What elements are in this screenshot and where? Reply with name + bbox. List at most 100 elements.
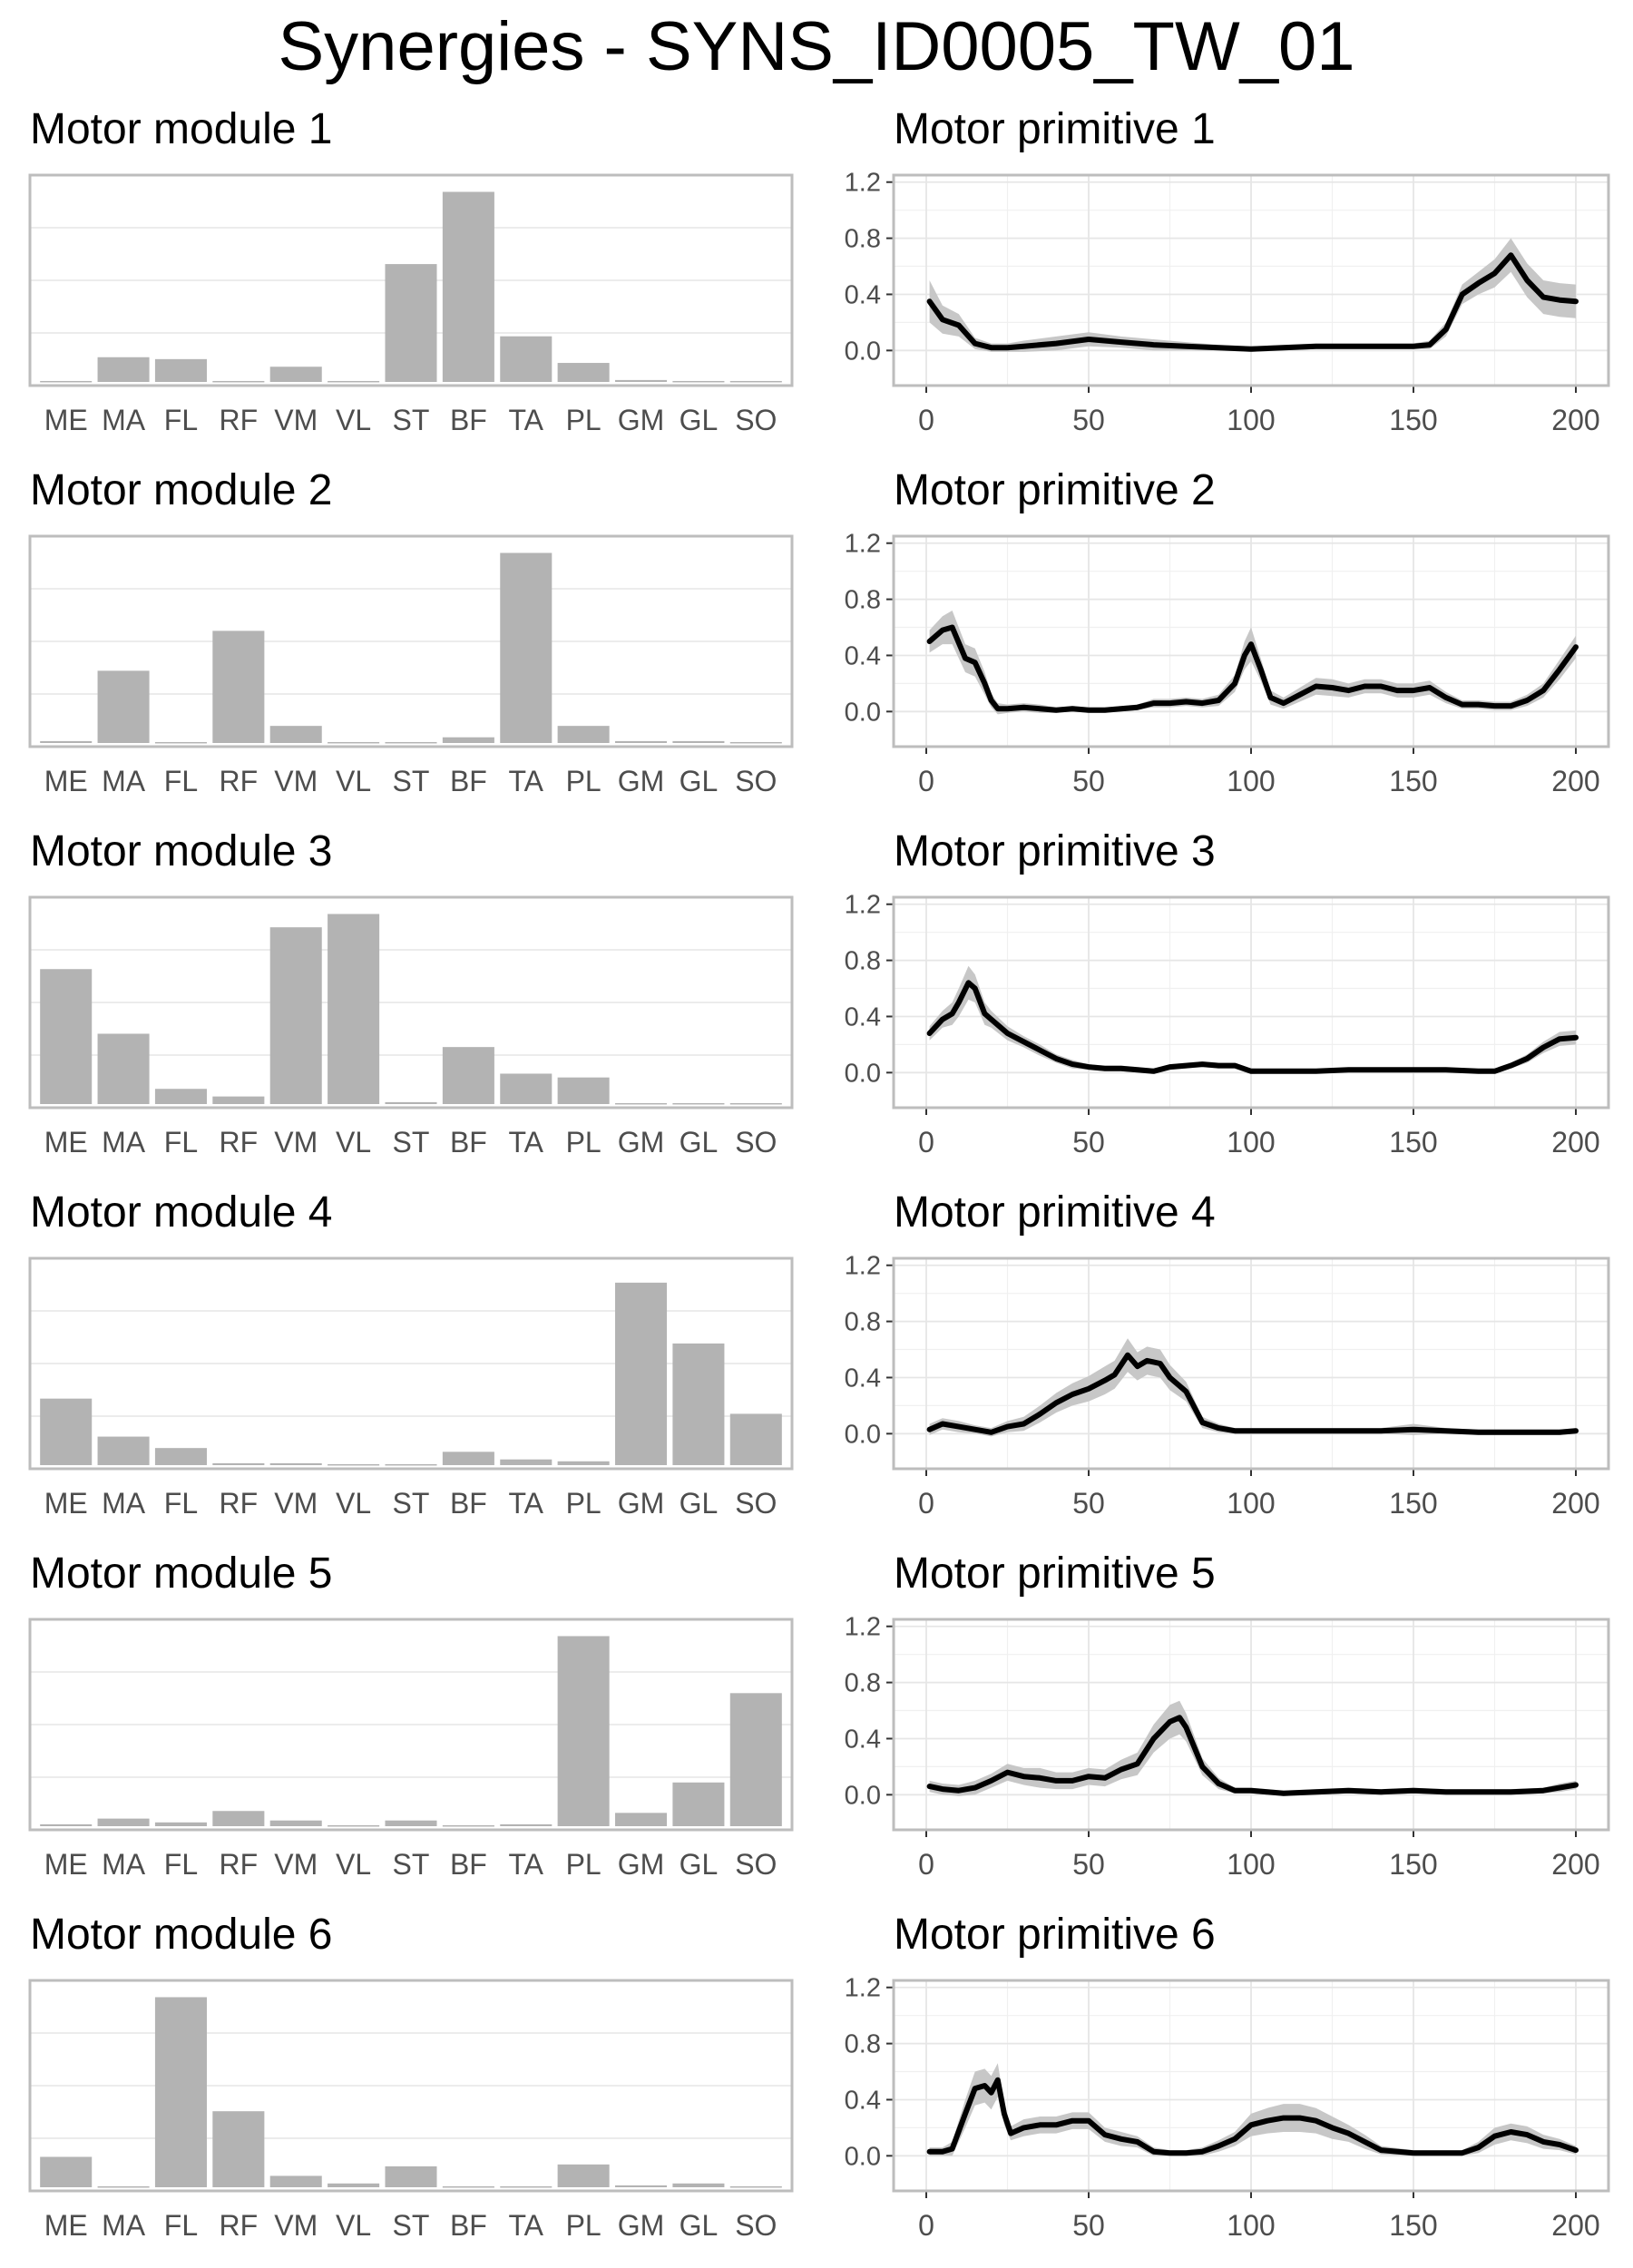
x-tick-label: GM	[618, 1848, 665, 1881]
x-tick-label: GM	[618, 1126, 665, 1158]
bar-VM	[269, 1462, 322, 1465]
bar-PL	[557, 2164, 610, 2187]
x-tick-label: SO	[735, 404, 777, 436]
x-tick-label: TA	[509, 2209, 544, 2242]
sd-band	[929, 2063, 1576, 2156]
x-tick-label: 100	[1227, 404, 1275, 436]
x-tick-label: BF	[450, 404, 487, 436]
y-tick-label: 1.2	[845, 530, 881, 559]
bar-ME	[40, 1398, 93, 1465]
primitive-title: Motor primitive 2	[894, 466, 1216, 514]
x-tick-label: MA	[102, 2209, 146, 2242]
x-tick-label: MA	[102, 404, 146, 436]
x-tick-label: ST	[393, 765, 430, 797]
bar-SO	[729, 1413, 782, 1465]
x-tick-label: ME	[44, 1487, 88, 1520]
bar-FL	[154, 1997, 207, 2187]
bar-VM	[269, 2175, 322, 2187]
primitive-title: Motor primitive 6	[894, 1911, 1216, 1959]
bar-BF	[442, 1452, 494, 1465]
y-tick-label: 0.4	[845, 641, 881, 670]
module-title: Motor module 6	[30, 1911, 333, 1959]
bar-GL	[672, 380, 725, 383]
x-tick-label: 150	[1389, 1848, 1437, 1881]
x-tick-label: TA	[509, 404, 544, 436]
bar-GM	[615, 1102, 668, 1105]
bar-RF	[212, 1096, 265, 1104]
motor-module-2-chart: Motor module 2 ME MA FL RF VM VL ST BF TA PL GM GL SO	[28, 466, 794, 797]
x-tick-label: GL	[680, 404, 719, 436]
bar-PL	[557, 1077, 610, 1104]
bar-GL	[672, 2183, 725, 2187]
module-panel-border	[28, 534, 794, 748]
x-tick-label: 150	[1389, 404, 1437, 436]
primitive-panel-border	[892, 1979, 1610, 2193]
x-tick-label: 150	[1389, 765, 1437, 797]
x-tick-label: FL	[164, 1487, 198, 1520]
bar-BF	[442, 191, 494, 382]
bar-ME	[40, 969, 93, 1104]
bar-PL	[557, 1636, 610, 1826]
motor-primitive-5-chart: Motor primitive 5 0 50 100 150 200 0.0 0.4 0.8 1.…	[845, 1549, 1610, 1881]
x-tick-label: ME	[44, 1848, 88, 1881]
bar-GL	[672, 1343, 725, 1465]
bar-VL	[328, 380, 380, 383]
module-title: Motor module 1	[30, 105, 333, 153]
y-tick-label: 0.4	[845, 280, 881, 309]
x-tick-label: VL	[336, 1126, 371, 1158]
x-tick-label: GL	[680, 2209, 719, 2242]
bar-RF	[212, 1462, 265, 1465]
bar-FL	[154, 1089, 207, 1104]
y-tick-label: 0.0	[845, 1059, 881, 1088]
x-tick-label: GM	[618, 765, 665, 797]
y-tick-label: 1.2	[845, 169, 881, 198]
x-tick-label: 0	[918, 1487, 934, 1520]
bar-MA	[97, 670, 150, 743]
y-tick-label: 0.8	[845, 1308, 881, 1337]
bar-MA	[97, 1818, 150, 1826]
x-tick-label: MA	[102, 1487, 146, 1520]
bar-GM	[615, 379, 668, 382]
x-tick-label: ST	[393, 1848, 430, 1881]
x-tick-label: GL	[680, 1848, 719, 1881]
primitive-title: Motor primitive 3	[894, 827, 1216, 875]
y-tick-label: 0.8	[845, 947, 881, 976]
x-tick-label: SO	[735, 2209, 777, 2242]
x-tick-label: 50	[1072, 1848, 1105, 1881]
y-tick-label: 0.8	[845, 586, 881, 615]
x-tick-label: ME	[44, 765, 88, 797]
motor-module-5-chart: Motor module 5 ME MA FL RF VM VL ST BF TA PL GM GL SO	[28, 1549, 794, 1881]
bar-RF	[212, 380, 265, 383]
x-tick-label: 100	[1227, 1848, 1275, 1881]
primitive-panel-border	[892, 895, 1610, 1110]
x-tick-label: PL	[566, 2209, 601, 2242]
bar-TA	[500, 1073, 552, 1104]
x-tick-label: PL	[566, 1848, 601, 1881]
y-tick-label: 1.2	[845, 891, 881, 920]
x-tick-label: 50	[1072, 404, 1105, 436]
y-tick-label: 0.0	[845, 337, 881, 366]
y-tick-label: 0.8	[845, 1669, 881, 1698]
x-tick-label: 100	[1227, 765, 1275, 797]
x-tick-label: PL	[566, 765, 601, 797]
bar-RF	[212, 631, 265, 743]
bar-BF	[442, 2185, 494, 2188]
x-tick-label: BF	[450, 1126, 487, 1158]
x-tick-label: 150	[1389, 1126, 1437, 1158]
y-tick-label: 0.4	[845, 1364, 881, 1393]
x-tick-label: TA	[509, 1487, 544, 1520]
x-tick-label: 200	[1551, 765, 1599, 797]
x-tick-label: VL	[336, 1848, 371, 1881]
x-tick-label: 0	[918, 1126, 934, 1158]
x-tick-label: ME	[44, 1126, 88, 1158]
x-tick-label: MA	[102, 765, 146, 797]
module-title: Motor module 2	[30, 466, 333, 514]
mean-line	[926, 624, 1579, 713]
primitive-title: Motor primitive 5	[894, 1549, 1216, 1598]
x-tick-label: ST	[393, 1487, 430, 1520]
x-tick-label: BF	[450, 1487, 487, 1520]
primitive-panel-border	[892, 1618, 1610, 1832]
x-tick-label: MA	[102, 1126, 146, 1158]
x-tick-label: 200	[1551, 1487, 1599, 1520]
bar-TA	[500, 1459, 552, 1465]
